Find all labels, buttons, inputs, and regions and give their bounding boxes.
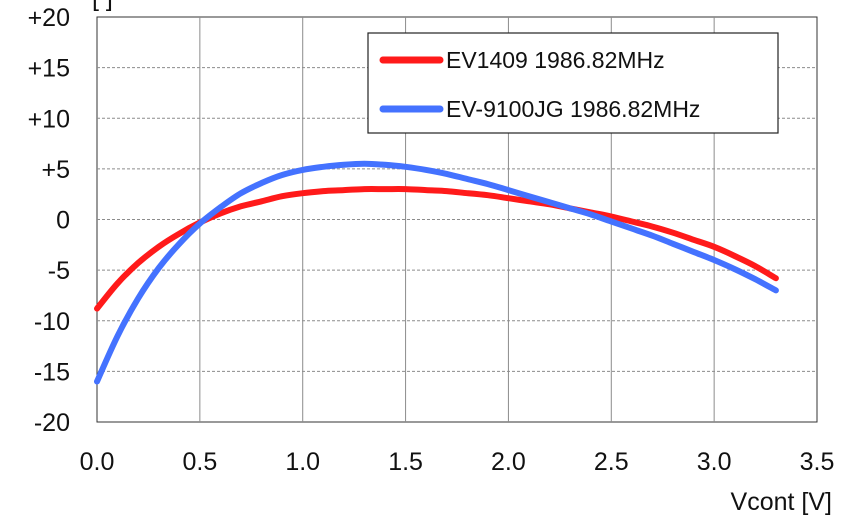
x-tick-label: 0.0 xyxy=(80,448,115,476)
y-tick-label: +10 xyxy=(28,105,70,133)
series-lines xyxy=(94,160,779,385)
legend-box xyxy=(367,32,779,134)
series-line-ev9100jg xyxy=(94,160,779,385)
x-tick-label: 2.0 xyxy=(491,448,526,476)
y-tick-label: +20 xyxy=(28,4,70,32)
y-axis-label: [ ] xyxy=(92,0,113,12)
x-axis-ticks: 0.0 0.5 1.0 1.5 2.0 2.5 3.0 3.5 xyxy=(80,448,835,476)
y-tick-label: -5 xyxy=(48,257,70,285)
x-axis-label: Vcont [V] xyxy=(731,488,832,516)
x-tick-label: 3.5 xyxy=(800,448,835,476)
y-tick-label: +5 xyxy=(41,156,70,184)
legend: EV1409 1986.82MHz EV-9100JG 1986.82MHz xyxy=(367,32,779,134)
y-tick-label: 0 xyxy=(56,207,70,235)
y-tick-label: -15 xyxy=(34,358,70,386)
x-tick-label: 1.0 xyxy=(285,448,320,476)
y-tick-label: -20 xyxy=(34,409,70,437)
y-tick-label: -10 xyxy=(34,308,70,336)
x-tick-label: 2.5 xyxy=(594,448,629,476)
x-tick-label: 3.0 xyxy=(697,448,732,476)
y-axis-ticks: +20 +15 +10 +5 0 -5 -10 -15 -20 xyxy=(28,4,70,437)
x-tick-label: 0.5 xyxy=(182,448,217,476)
legend-label-ev1409: EV1409 1986.82MHz xyxy=(446,47,665,73)
x-tick-label: 1.5 xyxy=(388,448,423,476)
legend-label-ev9100jg: EV-9100JG 1986.82MHz xyxy=(446,96,700,122)
y-tick-label: +15 xyxy=(28,55,70,83)
